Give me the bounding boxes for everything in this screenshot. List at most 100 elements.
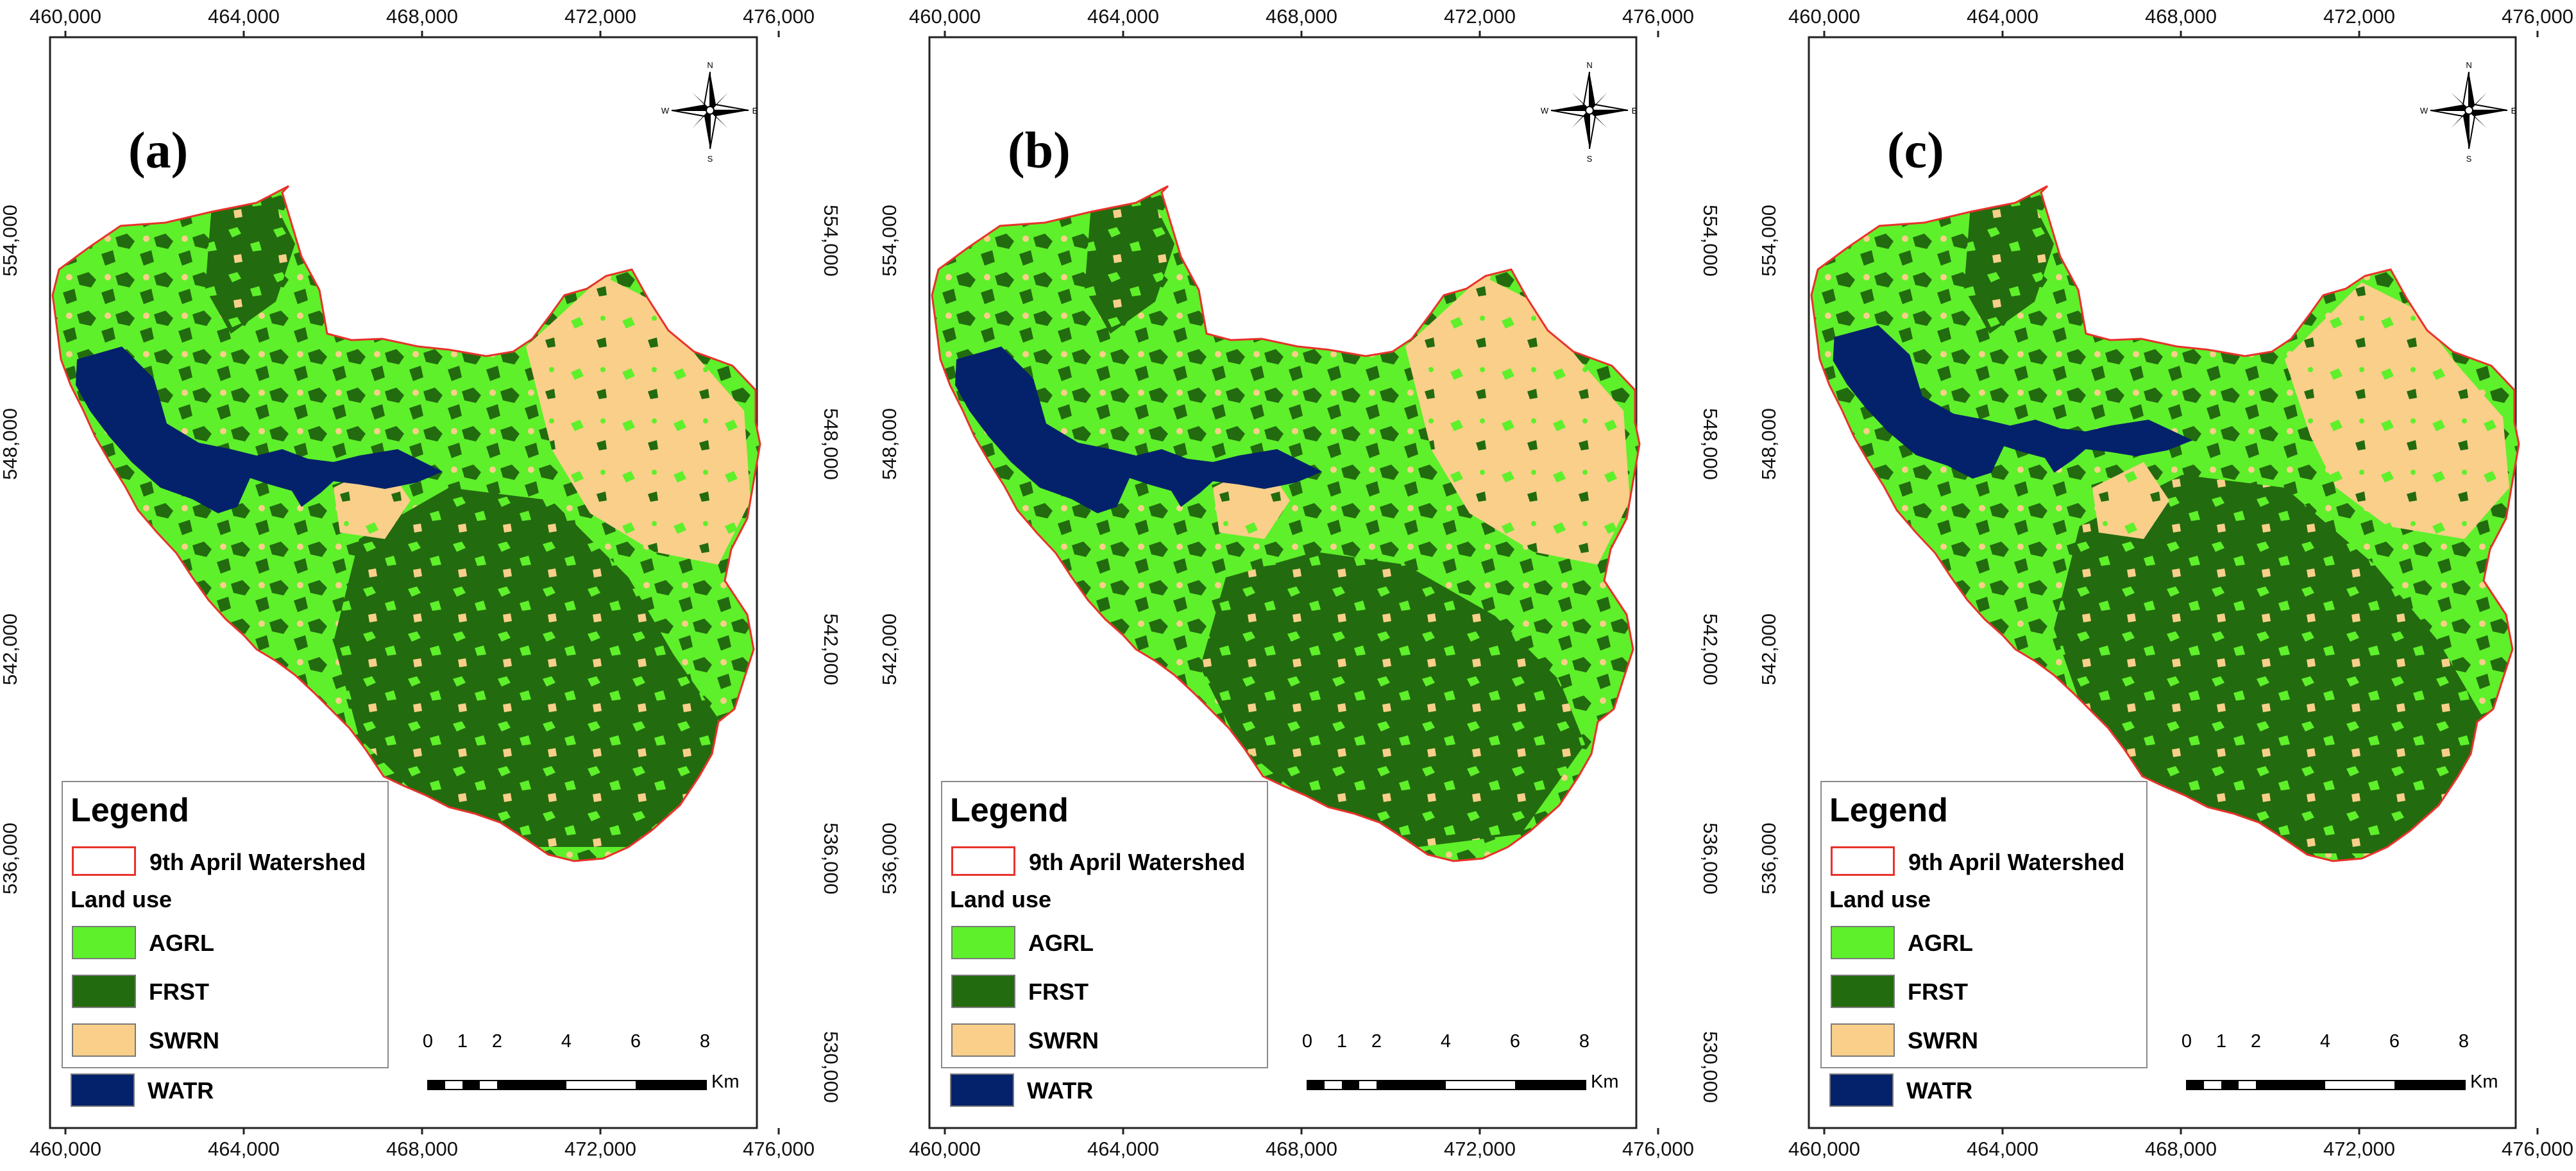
east-label: E	[752, 106, 758, 115]
map-frame: N S E W	[928, 31, 1659, 1134]
x-tick-label: 476,000	[742, 5, 815, 28]
x-tick-label: 464,000	[1966, 5, 2039, 28]
north-arrow-icon: N S E W	[661, 60, 758, 164]
legend-swatch	[1831, 1023, 1895, 1057]
map-neatline	[49, 36, 758, 1129]
panel-label: (a)	[128, 123, 189, 179]
y-tick-label: 554,000	[1699, 204, 1722, 277]
y-tick-label: 548,000	[0, 407, 21, 481]
scale-label: 0	[2181, 1031, 2192, 1052]
legend-item-agrl: AGRL	[1831, 926, 2139, 961]
y-tick-label: 548,000	[878, 407, 901, 481]
legend-title: Legend	[950, 792, 1069, 829]
legend-swatch	[1831, 926, 1895, 959]
legend-swatch	[1829, 1073, 1894, 1107]
scale-label: 0	[1301, 1031, 1313, 1052]
legend-item-swrn: SWRN	[72, 1023, 380, 1058]
legend-subtitle: Land use	[71, 886, 173, 912]
legend-item-agrl: AGRL	[951, 926, 1259, 961]
scale-label: 6	[2389, 1031, 2400, 1052]
legend-item-frst: FRST	[951, 975, 1259, 1009]
land-use-layer	[53, 186, 760, 861]
legend-swatch	[951, 926, 1015, 959]
legend-subtitle: Land use	[1829, 886, 1931, 912]
x-tick-label: 468,000	[1265, 5, 1338, 28]
legend-label: SWRN	[149, 1027, 219, 1054]
legend-item-swrn: SWRN	[951, 1023, 1259, 1058]
x-tick-label: 476,000	[742, 1138, 815, 1160]
map-frame: N S E W	[1808, 31, 2539, 1134]
y-tick-label: 548,000	[820, 407, 842, 481]
watershed-boundary	[931, 185, 1641, 862]
scale-label: 2	[1371, 1031, 1382, 1052]
panel-label: (b)	[1008, 123, 1071, 179]
y-tick-label: 530,000	[1699, 1030, 1722, 1104]
y-tick-label: 542,000	[1699, 613, 1722, 686]
scale-label: 8	[2458, 1031, 2470, 1052]
x-tick-label: 468,000	[386, 5, 459, 28]
legend-subtitle: Land use	[950, 886, 1052, 912]
tick-marks	[1823, 31, 2539, 1134]
x-tick-label: 472,000	[2323, 5, 2396, 28]
y-tick-label: 554,000	[878, 204, 901, 277]
scale-label: 2	[491, 1031, 503, 1052]
map-neatline	[928, 36, 1638, 1129]
legend-swatch	[951, 1023, 1015, 1057]
west-label: W	[2420, 106, 2428, 115]
scale-unit: Km	[1591, 1072, 1619, 1092]
north-arrow-icon: N S E W	[2420, 60, 2517, 164]
legend-item-watr: WATR	[71, 1073, 378, 1108]
land-use-layer	[1811, 186, 2519, 861]
x-tick-label: 460,000	[29, 1138, 102, 1160]
scale-label: 0	[422, 1031, 434, 1052]
legend-label: SWRN	[1908, 1027, 1978, 1054]
scale-unit: Km	[711, 1072, 740, 1092]
legend-item-frst: FRST	[72, 975, 380, 1009]
legend-label: WATR	[1906, 1077, 1973, 1104]
scale-label: 4	[2319, 1031, 2331, 1052]
legend-swatch	[72, 975, 136, 1008]
legend-title: Legend	[1829, 792, 1948, 829]
x-tick-label: 472,000	[1443, 1138, 1516, 1160]
legend-swatch	[72, 926, 136, 959]
east-label: E	[2511, 106, 2517, 115]
y-tick-label: 542,000	[878, 613, 901, 686]
panel-label: (c)	[1887, 123, 1944, 179]
legend-label: AGRL	[1908, 930, 1973, 956]
map-panel-a: N S E W 460,000 464,000 468,000 472,000 …	[0, 0, 859, 1171]
legend-swatch	[950, 1073, 1014, 1107]
scale-label: 4	[1440, 1031, 1452, 1052]
legend-item-watr: WATR	[1829, 1073, 2137, 1108]
watershed-boundary	[51, 185, 761, 862]
y-tick-label: 542,000	[1758, 613, 1780, 686]
x-tick-label: 460,000	[908, 1138, 981, 1160]
watershed-boundary	[1810, 185, 2520, 862]
legend-label: FRST	[149, 979, 209, 1005]
x-tick-label: 464,000	[1087, 5, 1160, 28]
scale-label: 4	[561, 1031, 572, 1052]
map-frame: N S E W	[49, 31, 780, 1134]
y-tick-label: 554,000	[820, 204, 842, 277]
scale-label: 2	[2250, 1031, 2262, 1052]
legend: Legend 9th April Watershed Land use AGRL…	[62, 781, 389, 1068]
legend-item-agrl: AGRL	[72, 926, 380, 961]
legend-item-frst: FRST	[1831, 975, 2139, 1009]
scale-bar	[2186, 1080, 2466, 1090]
watershed-label: 9th April Watershed	[149, 849, 366, 875]
x-tick-label: 464,000	[207, 5, 280, 28]
x-tick-label: 460,000	[908, 5, 981, 28]
x-tick-label: 472,000	[1443, 5, 1516, 28]
y-tick-label: 536,000	[820, 822, 842, 895]
legend-title: Legend	[71, 792, 189, 829]
legend-label: FRST	[1028, 979, 1089, 1005]
north-label: N	[707, 60, 713, 70]
legend: Legend 9th April Watershed Land use AGRL…	[1820, 781, 2148, 1068]
legend-label: WATR	[1027, 1077, 1094, 1104]
tick-marks	[64, 31, 780, 1134]
south-label: S	[708, 154, 713, 164]
x-tick-label: 476,000	[1622, 5, 1695, 28]
y-tick-label: 536,000	[0, 822, 21, 895]
x-tick-label: 472,000	[564, 1138, 637, 1160]
legend-swatch	[72, 1023, 136, 1057]
x-tick-label: 460,000	[1788, 5, 1861, 28]
